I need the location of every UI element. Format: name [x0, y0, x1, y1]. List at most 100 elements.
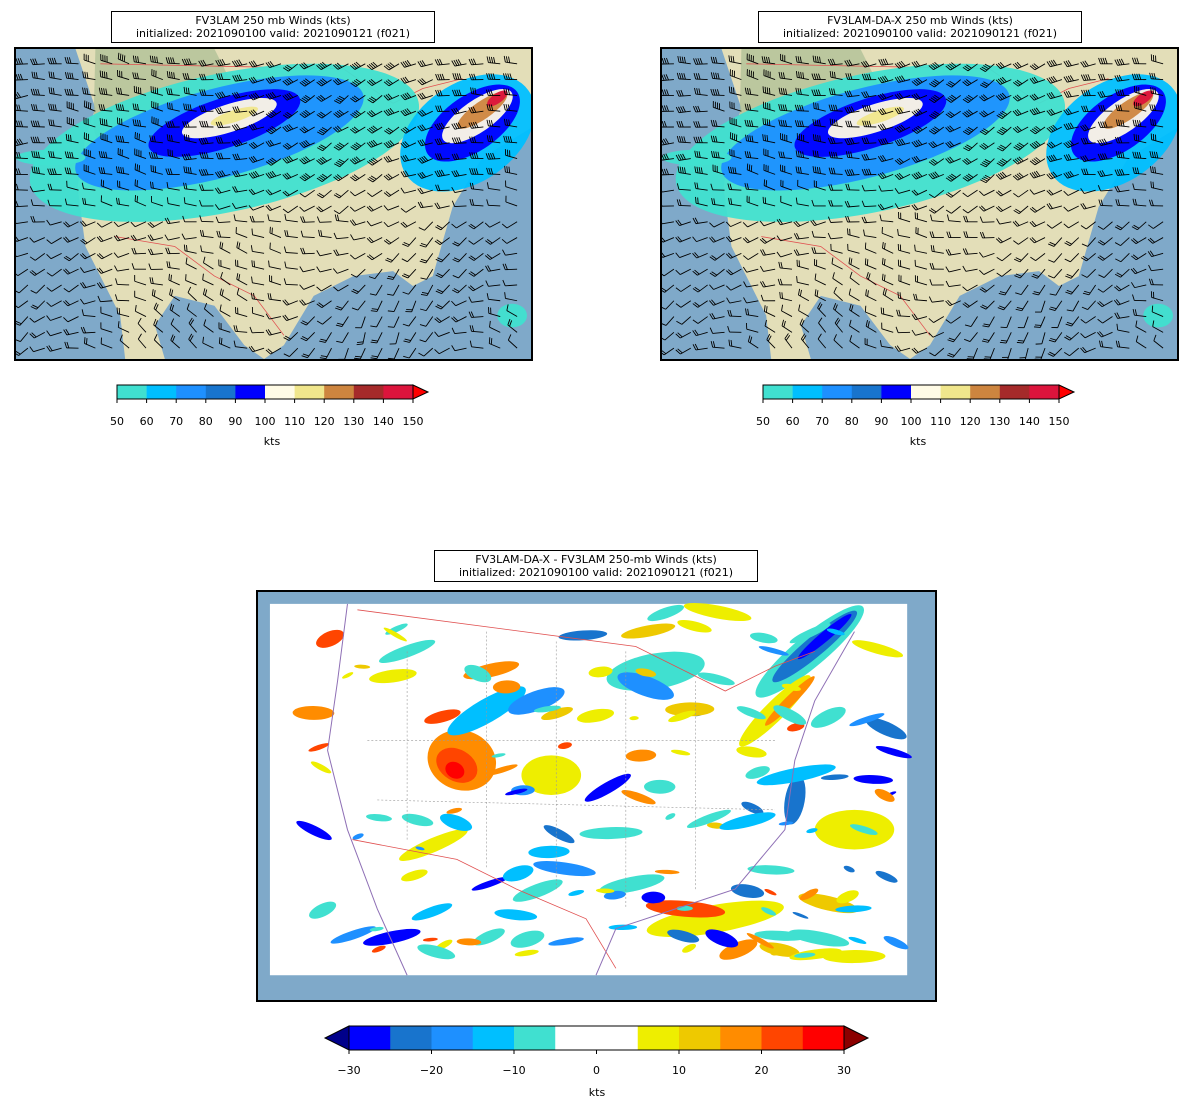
right-barb-flag — [732, 167, 735, 174]
left-colorbar-segment — [205, 385, 236, 399]
left-barb-flag — [299, 193, 306, 198]
left-barb-flag — [151, 116, 153, 123]
right-barb-staff — [966, 284, 978, 292]
left-barb-flag — [435, 305, 442, 310]
right-barb-flag — [694, 252, 700, 258]
left-wind-barb — [299, 266, 315, 273]
left-barb-flag — [233, 214, 236, 221]
right-barb-flag — [980, 95, 987, 101]
left-barb-flag — [385, 238, 392, 244]
right-wind-barb — [999, 332, 1012, 344]
right-barb-flag — [728, 339, 731, 346]
left-barb-staff — [361, 316, 366, 328]
right-barb-flag — [709, 313, 714, 320]
right-wind-barb — [692, 252, 708, 259]
right-barb-flag — [818, 119, 821, 127]
right-barb-staff — [1041, 332, 1046, 344]
right-barb-staff — [1120, 237, 1130, 246]
left-wind-barb — [170, 334, 181, 349]
right-wind-barb — [894, 203, 911, 210]
right-barb-flag — [1114, 136, 1118, 144]
right-barb-staff — [747, 252, 759, 260]
left-barb-flag — [200, 245, 203, 252]
left-barb-flag — [452, 73, 456, 80]
left-barb-flag — [199, 89, 202, 96]
left-barb-flag — [252, 171, 258, 178]
left-barb-flag — [121, 136, 125, 143]
right-barb-flag — [801, 134, 803, 141]
left-barb-flag — [349, 64, 356, 70]
left-wind-barb — [250, 292, 265, 302]
right-barb-flag — [1122, 120, 1125, 127]
left-wind-barb — [451, 327, 467, 334]
left-barb-flag — [320, 79, 326, 85]
left-wind-barb — [134, 163, 147, 175]
left-barb-flag — [87, 55, 89, 62]
left-barb-flag — [434, 349, 440, 355]
left-barb-flag — [458, 89, 462, 96]
left-barb-staff — [50, 316, 62, 321]
left-barb-flag — [501, 223, 508, 229]
left-barb-staff — [388, 221, 400, 228]
right-barb-flag — [1150, 181, 1152, 188]
right-wind-barb — [894, 345, 911, 352]
right-barb-flag — [915, 155, 921, 162]
right-barb-flag — [979, 269, 985, 275]
left-barb-flag — [236, 288, 240, 295]
right-barb-flag — [695, 73, 699, 80]
left-barb-staff — [289, 347, 299, 357]
right-barb-flag — [662, 236, 666, 242]
right-wind-barb — [911, 60, 928, 68]
left-barb-flag — [453, 153, 458, 160]
right-barb-flag — [1114, 312, 1119, 319]
left-barb-staff — [252, 205, 265, 211]
right-barb-flag — [1134, 151, 1137, 159]
left-wind-barb — [151, 100, 164, 112]
right-wind-barb — [746, 53, 759, 65]
left-barb-flag — [505, 88, 508, 95]
right-barb-flag — [777, 278, 781, 285]
left-wind-barb — [116, 307, 130, 317]
right-barb-flag — [676, 320, 683, 325]
right-barb-flag — [731, 117, 733, 125]
right-barb-flag — [710, 341, 714, 348]
left-barb-flag — [220, 137, 224, 144]
left-barb-flag — [119, 53, 122, 60]
right-barb-flag — [979, 216, 983, 223]
right-barb-flag — [1151, 305, 1154, 312]
right-wind-barb — [945, 249, 961, 256]
left-barb-flag — [350, 176, 356, 182]
left-barb-flag — [333, 127, 339, 133]
right-wind-barb — [849, 271, 860, 286]
left-barb-staff — [454, 189, 467, 194]
left-wind-barb — [468, 58, 484, 66]
right-barb-flag — [1065, 323, 1072, 327]
right-barb-flag — [1082, 202, 1087, 209]
right-barb-flag — [1102, 153, 1106, 160]
left-barb-flag — [48, 119, 51, 126]
left-barb-staff — [393, 347, 400, 359]
right-barb-flag — [766, 119, 769, 126]
left-barb-flag — [318, 95, 324, 101]
left-barb-flag — [383, 142, 389, 149]
left-barb-flag — [167, 149, 169, 156]
right-barb-flag — [896, 126, 902, 132]
right-wind-barb — [1012, 109, 1029, 117]
right-barb-flag — [748, 196, 750, 203]
left-barb-flag — [199, 215, 202, 222]
right-barb-flag — [744, 119, 747, 127]
left-barb-staff — [454, 347, 467, 352]
right-barb-flag — [1052, 154, 1058, 161]
right-wind-barb — [727, 183, 742, 191]
left-wind-barb — [349, 156, 366, 165]
left-barb-flag — [469, 325, 472, 332]
right-wind-barb — [675, 347, 691, 355]
right-barb-flag — [878, 185, 882, 192]
right-barb-flag — [761, 56, 764, 63]
left-barb-flag — [420, 308, 427, 312]
left-barb-flag — [47, 168, 51, 175]
right-barb-flag — [932, 172, 938, 178]
right-barb-flag — [1016, 79, 1023, 85]
right-barb-flag — [797, 166, 800, 174]
right-barb-flag — [831, 71, 834, 78]
